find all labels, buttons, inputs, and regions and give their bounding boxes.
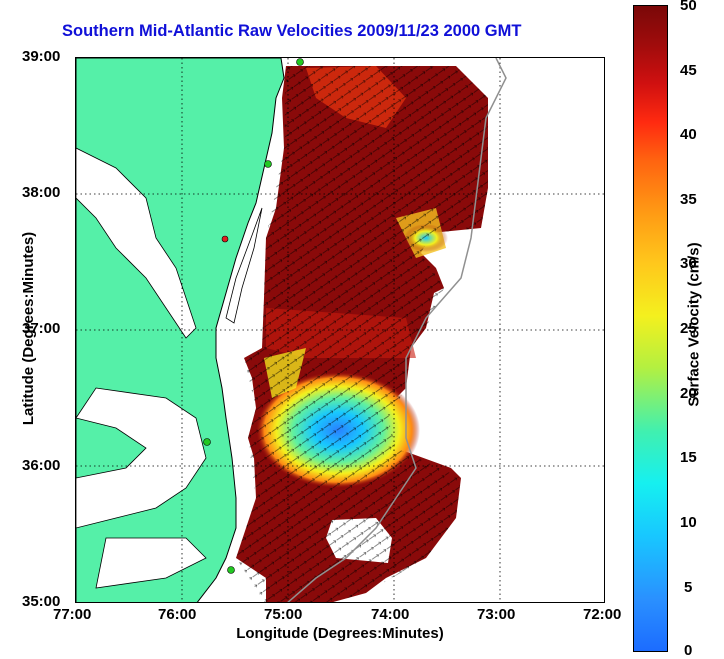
bay-water [76,147,197,339]
sound-water [76,387,207,529]
colorbar-tick: 0 [684,642,693,659]
x-tick-label: 74:00 [371,606,410,623]
chart-title: Southern Mid-Atlantic Raw Velocities 200… [62,22,522,40]
grid-lines [76,58,604,602]
y-tick-label: 35:00 [22,593,61,610]
colorbar-label: Surface Velocity (cm/s) [685,242,703,407]
colorbar-tick: 40 [680,126,697,143]
colorbar-tick: 30 [680,255,697,272]
hf-radar-stations [203,58,304,574]
y-tick-label: 36:00 [22,457,61,474]
velocity-map [76,58,604,602]
x-axis-label: Longitude (Degrees:Minutes) [236,625,444,642]
x-tick-label: 73:00 [477,606,516,623]
colorbar-tick: 50 [680,0,697,14]
y-tick-label: 37:00 [22,320,61,337]
sound-water [95,537,207,589]
x-tick-label: 77:00 [53,606,92,623]
colorbar-tick: 45 [680,62,697,79]
colorbar-tick: 15 [680,449,697,466]
colorbar-tick: 35 [680,191,697,208]
colorbar-tick: 20 [680,385,697,402]
x-tick-label: 72:00 [583,606,622,623]
map-panel [75,57,605,603]
x-tick-label: 76:00 [158,606,197,623]
x-tick-label: 75:00 [264,606,303,623]
colorbar-tick: 25 [680,320,697,337]
y-axis-label: Latitude (Degrees:Minutes) [20,231,38,426]
y-tick-label: 39:00 [22,48,61,65]
velocity-vectors [236,66,488,602]
colorbar [633,5,668,652]
shelf-contour [287,58,507,602]
y-tick-label: 38:00 [22,184,61,201]
bay-water [225,207,263,324]
colorbar-tick: 10 [680,514,697,531]
colorbar-tick: 5 [684,579,693,596]
